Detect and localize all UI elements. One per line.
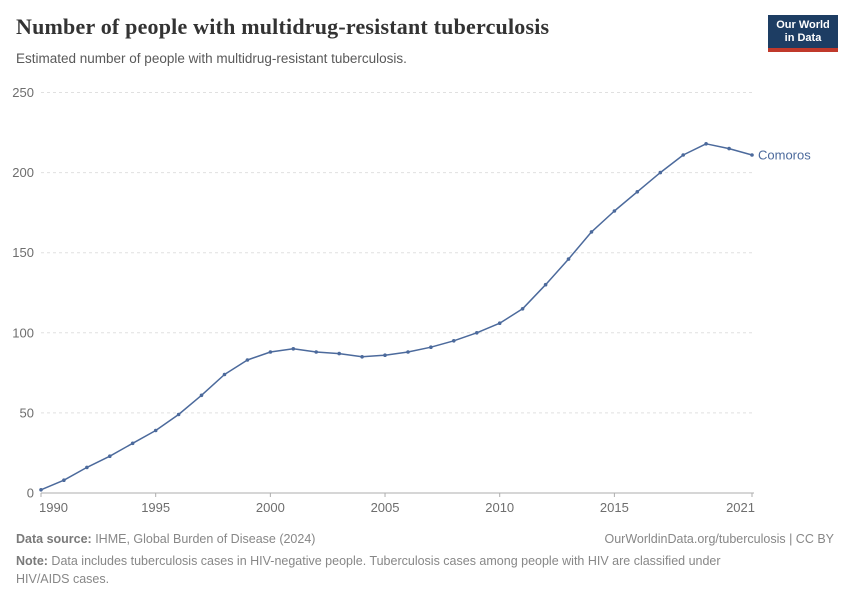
data-point-marker	[62, 478, 66, 483]
data-point-marker	[85, 465, 89, 470]
data-point-marker	[176, 412, 181, 417]
x-tick-label: 1995	[141, 500, 170, 515]
series-line	[40, 143, 753, 491]
data-source-label: Data source:	[16, 532, 92, 546]
data-point-marker	[39, 488, 43, 492]
data-point-marker	[612, 209, 617, 213]
x-tick-label: 2015	[600, 500, 629, 515]
data-point-marker	[245, 358, 250, 362]
data-point-marker	[566, 257, 571, 261]
owid-logo-line1: Our World	[776, 18, 830, 31]
license-link: OurWorldinData.org/tuberculosis | CC BY	[604, 532, 835, 546]
data-point-marker	[635, 190, 640, 194]
chart-note: Note: Data includes tuberculosis cases i…	[16, 553, 764, 588]
data-point-marker	[337, 351, 342, 356]
x-tick-label: 2000	[256, 500, 285, 515]
data-point-marker	[153, 428, 158, 433]
x-tick-label: 1990	[39, 500, 68, 515]
y-tick-label: 250	[12, 85, 34, 100]
x-tick-label: 2021	[726, 500, 755, 515]
note-text: Data includes tuberculosis cases in HIV-…	[16, 554, 721, 586]
data-point-marker	[314, 350, 319, 354]
line-chart: 0 50 100 150 200 250 1990 1995 2000 2005 2010 2015 2…	[12, 85, 811, 515]
data-point-marker	[520, 307, 525, 311]
data-point-marker	[681, 153, 685, 157]
data-point-marker	[383, 353, 387, 358]
data-point-marker	[108, 454, 112, 459]
data-point-marker	[360, 355, 364, 359]
data-point-marker	[727, 146, 731, 151]
chart-footer: Data source: IHME, Global Burden of Dise…	[16, 532, 834, 588]
x-tick-label: 2010	[485, 500, 514, 515]
page-title: Number of people with multidrug-resistan…	[16, 14, 550, 39]
y-tick-label: 150	[12, 245, 34, 260]
data-point-marker	[658, 170, 663, 175]
series-label: Comoros	[758, 147, 811, 162]
data-point-marker	[589, 230, 594, 234]
owid-logo-line2: in Data	[784, 31, 822, 44]
data-point-marker	[291, 347, 296, 351]
y-tick-label: 100	[12, 325, 34, 340]
x-tick-label: 2005	[371, 500, 400, 515]
data-point-marker	[497, 321, 502, 325]
note-label: Note:	[16, 554, 48, 568]
y-tick-label: 200	[12, 165, 34, 180]
data-point-marker	[406, 350, 410, 354]
chart-subtitle: Estimated number of people with multidru…	[16, 51, 407, 66]
data-point-marker	[750, 153, 754, 157]
data-source: Data source: IHME, Global Burden of Dise…	[16, 532, 315, 546]
data-point-marker	[130, 441, 135, 446]
owid-logo: Our World in Data	[768, 15, 838, 52]
data-point-marker	[475, 331, 479, 335]
data-point-marker	[222, 372, 227, 377]
y-tick-label: 50	[20, 405, 34, 420]
y-tick-label: 0	[27, 486, 34, 501]
data-point-marker	[268, 350, 273, 354]
data-source-text: IHME, Global Burden of Disease (2024)	[91, 532, 316, 546]
data-point-marker	[543, 282, 548, 287]
data-point-marker	[199, 393, 204, 398]
data-point-marker	[429, 345, 433, 350]
data-point-marker	[452, 339, 456, 343]
data-point-marker	[704, 142, 708, 146]
